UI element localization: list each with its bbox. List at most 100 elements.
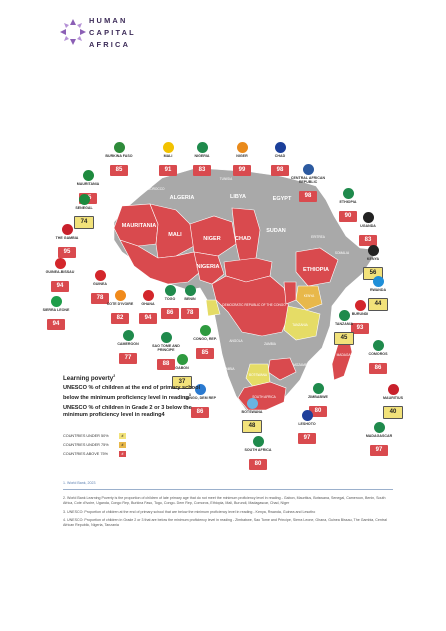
country-name: BURUNDI — [351, 312, 369, 316]
country-marker: LESHOTO 97 — [285, 410, 329, 445]
country-value-badge: 86 — [369, 363, 387, 375]
flag-icon — [354, 300, 366, 311]
country-value-badge: 98 — [271, 165, 289, 177]
map-label-tanzania: TANZANIA — [292, 323, 308, 327]
map-label-drc: DEMOCRATIC REPUBLIC OF THE CONGO — [222, 303, 286, 307]
flag-icon — [338, 310, 350, 321]
country-marker: BOTSWANA 48 — [230, 398, 274, 434]
country-marker: ZIMBABWE 80 — [296, 383, 340, 418]
country-value-badge: 88 — [157, 359, 175, 371]
brand-line-3: AFRICA — [89, 40, 131, 49]
country-value-badge: 97 — [298, 433, 316, 445]
country-name: BOTSWANA — [241, 410, 263, 414]
country-marker: BURUNDI 93 — [338, 300, 382, 335]
country-marker: TANZANIA 45 — [322, 310, 366, 346]
nigeria-region — [193, 251, 225, 285]
country-marker: MAURITIUS 40 — [371, 384, 415, 420]
flag-icon — [194, 384, 206, 395]
country-name: NIGER — [236, 154, 248, 158]
country-marker: NIGERIA 83 — [180, 142, 224, 177]
country-value-badge: 85 — [110, 165, 128, 177]
country-value-badge: 99 — [233, 165, 251, 177]
country-marker: TOGO 86 — [148, 285, 192, 320]
country-marker: NIGER 99 — [220, 142, 264, 177]
country-name: RWANDA — [369, 288, 387, 292]
legend-title-text: Learning poverty — [63, 375, 114, 383]
flag-icon — [113, 142, 125, 153]
country-value-badge: 90 — [339, 211, 357, 223]
legend-row-above-75: COUNTRIES ABOVE 75% — [63, 452, 108, 456]
legend-line-3: UNESCO % of children in Grade 2 or 3 bel… — [63, 404, 192, 418]
flag-icon — [184, 285, 196, 296]
footnote-3: 3. UNESCO: Proportion of children at the… — [63, 509, 316, 514]
flag-icon — [372, 276, 384, 287]
map-label-ethiopia: ETHIOPIA — [303, 267, 329, 273]
flag-icon — [252, 436, 264, 447]
country-name: SIERRA LEONE — [42, 308, 70, 312]
flag-icon — [301, 410, 313, 421]
country-name: CONGO, REP. — [193, 337, 217, 341]
country-name: MALI — [163, 154, 173, 158]
country-value-badge: 83 — [359, 235, 377, 247]
map-label-chad: CHAD — [235, 236, 251, 242]
country-marker: KENYA 56 — [351, 245, 395, 281]
country-marker: CONGO, DEM REP 86 — [178, 384, 222, 419]
country-marker: BURKINA FASO 85 — [97, 142, 141, 177]
legend-line-2: UNESCO % of children at the end of prima… — [63, 385, 213, 402]
country-name: CAMEROON — [117, 342, 139, 346]
flag-icon — [176, 354, 188, 365]
country-name: THE GAMBIA — [55, 236, 79, 240]
legend-swatch-under-50: # — [119, 433, 126, 439]
country-value-badge: 94 — [47, 319, 65, 331]
country-value-badge: 97 — [370, 445, 388, 457]
country-name: CENTRAL AFRICAN REPUBLIC — [290, 176, 326, 185]
country-marker: SIERRA LEONE 94 — [34, 296, 78, 331]
map-label-angola: ANGOLA — [229, 339, 243, 343]
country-marker: GUINEA 78 — [78, 270, 122, 305]
country-name: COMOROS — [368, 352, 388, 356]
map-label-namibia: NAMIBIA — [221, 367, 235, 371]
legend: Learning poverty2 UNESCO % of children a… — [63, 374, 213, 419]
country-value-badge: 37 — [172, 376, 192, 390]
country-name: TANZANIA — [334, 322, 354, 326]
country-marker: COMOROS 86 — [356, 340, 400, 375]
flag-icon — [199, 325, 211, 336]
flag-icon — [372, 340, 384, 351]
legend-row-under-75: COUNTRIES UNDER 75% — [63, 443, 109, 447]
flag-icon — [373, 422, 385, 433]
map-label-zambia: ZAMBIA — [264, 342, 277, 346]
brand-line-1: HUMAN — [89, 16, 128, 25]
map-label-madagascar: MADAGASCAR — [337, 353, 360, 357]
country-marker: SAO TOME AND PRINCIPE 88 — [144, 332, 188, 371]
country-name: GABON — [175, 366, 189, 370]
map-label-mauritania: MAURITANIA — [122, 223, 156, 229]
legend-title: Learning poverty2 — [63, 374, 213, 382]
country-name: CONGO, DEM REP — [184, 396, 216, 400]
country-name: BENIN — [184, 297, 196, 301]
flag-icon — [362, 212, 374, 223]
map-label-mozambique: MOZAMBIQUE — [293, 363, 315, 367]
country-marker: CONGO, REP. 85 — [183, 325, 227, 360]
country-marker: CENTRAL AFRICAN REPUBLIC 98 — [286, 164, 330, 203]
flag-icon — [196, 142, 208, 153]
map-label-nigeria: NIGERIA — [197, 264, 220, 270]
map-label-kenya: KENYA — [304, 294, 315, 298]
country-marker: MADAGASCAR 97 — [357, 422, 401, 457]
country-value-badge: 82 — [111, 313, 129, 325]
ethiopia-region — [295, 247, 339, 287]
country-marker: GUINEA-BISSAU 94 — [38, 258, 82, 293]
legend-title-sup: 2 — [113, 374, 116, 378]
country-value-badge: 48 — [242, 420, 262, 434]
map-label-niger: NIGER — [203, 236, 220, 242]
country-marker: THE GAMBIA 95 — [45, 224, 89, 259]
country-name: GHANA — [141, 302, 155, 306]
flag-icon — [61, 224, 73, 235]
flag-icon — [302, 164, 314, 175]
kenya-region — [295, 285, 323, 311]
country-value-badge: 98 — [299, 191, 317, 203]
map-label-botswana: BOTSWANA — [249, 373, 268, 377]
map-label-mali: MALI — [168, 232, 182, 238]
country-marker: BENIN 78 — [168, 285, 212, 320]
flag-icon — [160, 332, 172, 343]
country-name: ZIMBABWE — [308, 395, 328, 399]
